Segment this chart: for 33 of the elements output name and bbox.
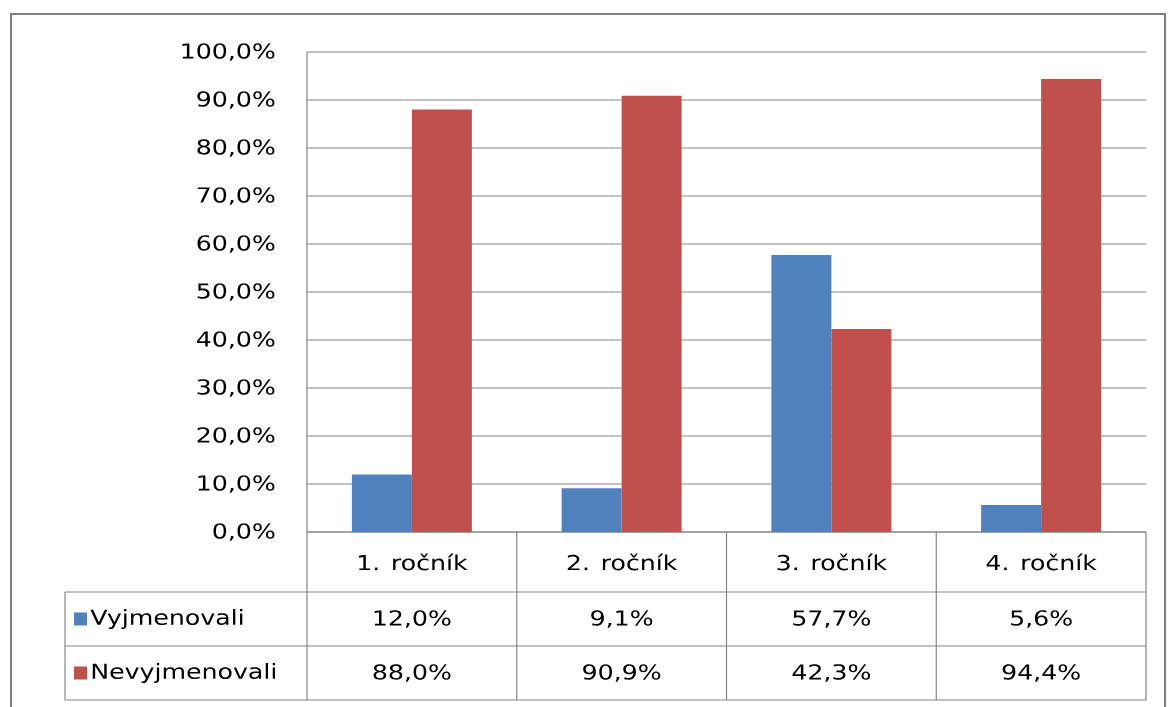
bar <box>561 488 622 532</box>
bar <box>831 328 892 532</box>
y-tick-label: 90,0% <box>197 91 275 109</box>
data-label: 42,3% <box>792 664 871 682</box>
y-tick-label: 0,0% <box>213 523 275 541</box>
y-tick-label: 20,0% <box>197 427 275 445</box>
y-tick-label: 80,0% <box>197 139 275 157</box>
bar <box>351 474 412 532</box>
x-tick-label: 3. ročník <box>777 553 888 571</box>
y-tick-label: 70,0% <box>197 187 275 205</box>
data-label: 5,6% <box>1011 610 1072 628</box>
y-tick-label: 40,0% <box>196 331 275 349</box>
y-tick-label: 30,0% <box>197 379 275 397</box>
bar <box>771 255 832 532</box>
legend-label: Nevyjmenovali <box>92 663 276 684</box>
bar <box>1041 78 1102 532</box>
y-tick-label: 50,0% <box>197 283 275 301</box>
data-label: 90,9% <box>583 664 661 682</box>
x-tick-label: 4. ročník <box>986 553 1097 571</box>
bar <box>621 95 682 532</box>
bar <box>411 109 472 532</box>
data-label: 57,7% <box>793 610 871 628</box>
data-label: 88,0% <box>373 664 451 682</box>
x-tick-label: 2. ročník <box>567 553 678 571</box>
data-label: 12,0% <box>374 610 451 628</box>
data-label: 94,4% <box>1002 664 1080 682</box>
y-tick-label: 10,0% <box>198 475 275 493</box>
y-tick-label: 100,0% <box>182 43 275 61</box>
x-tick-label: 1. ročník <box>358 553 468 571</box>
bar <box>981 505 1042 532</box>
data-label: 9,1% <box>591 610 653 628</box>
legend-label: Vyjmenovali <box>90 609 243 630</box>
y-tick-label: 60,0% <box>197 235 275 253</box>
